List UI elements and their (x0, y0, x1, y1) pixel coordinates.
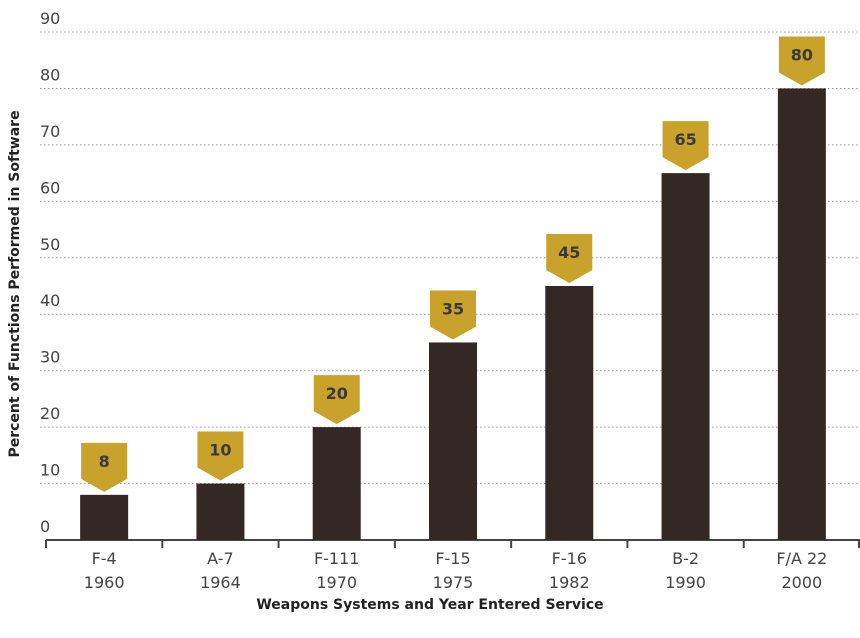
value-label: 45 (558, 243, 580, 262)
x-tick-label: 1970 (316, 573, 357, 592)
x-tick-label: B-2 (672, 549, 699, 568)
y-tick-label: 20 (40, 404, 60, 423)
bar (312, 427, 361, 540)
y-tick-label: 30 (40, 348, 60, 367)
bar (429, 342, 477, 540)
x-tick-label: F/A 22 (776, 549, 827, 568)
bar (545, 286, 594, 540)
y-tick-label: 50 (40, 235, 60, 254)
bar (196, 483, 245, 540)
value-label: 35 (442, 299, 464, 318)
value-label: 65 (674, 130, 696, 149)
value-label: 80 (791, 45, 813, 64)
bar (661, 173, 710, 540)
value-badge (197, 431, 244, 481)
x-axis-title: Weapons Systems and Year Entered Service (256, 597, 603, 613)
x-tick-label: F-16 (552, 549, 587, 568)
y-axis-title: Percent of Functions Performed in Softwa… (7, 110, 23, 457)
value-label: 8 (99, 452, 110, 471)
x-tick-label: A-7 (207, 549, 234, 568)
bar (777, 88, 826, 540)
x-tick-label: 2000 (781, 573, 822, 592)
x-tick-label: F-15 (435, 549, 470, 568)
x-tick-label: 1982 (549, 573, 590, 592)
y-tick-label: 10 (40, 461, 60, 480)
value-badge (81, 442, 128, 492)
value-label: 10 (209, 441, 231, 460)
value-badge (778, 36, 825, 86)
x-tick-label: F-111 (314, 549, 360, 568)
y-tick-label: 80 (40, 65, 60, 84)
value-label: 20 (326, 384, 348, 403)
x-tick-label: 1964 (200, 573, 241, 592)
y-tick-label: 90 (40, 9, 60, 28)
value-badge (546, 234, 593, 283)
y-tick-label: 0 (40, 517, 50, 536)
x-tick-label: 1990 (665, 573, 706, 592)
bar (80, 494, 129, 540)
value-badge (430, 290, 476, 340)
y-tick-label: 70 (40, 122, 60, 141)
y-tick-label: 40 (40, 291, 60, 310)
x-tick-label: 1960 (84, 573, 125, 592)
y-tick-label: 60 (40, 178, 60, 197)
value-badge (662, 121, 709, 171)
value-badge (313, 375, 360, 425)
x-tick-label: F-4 (92, 549, 117, 568)
x-tick-label: 1975 (433, 573, 474, 592)
